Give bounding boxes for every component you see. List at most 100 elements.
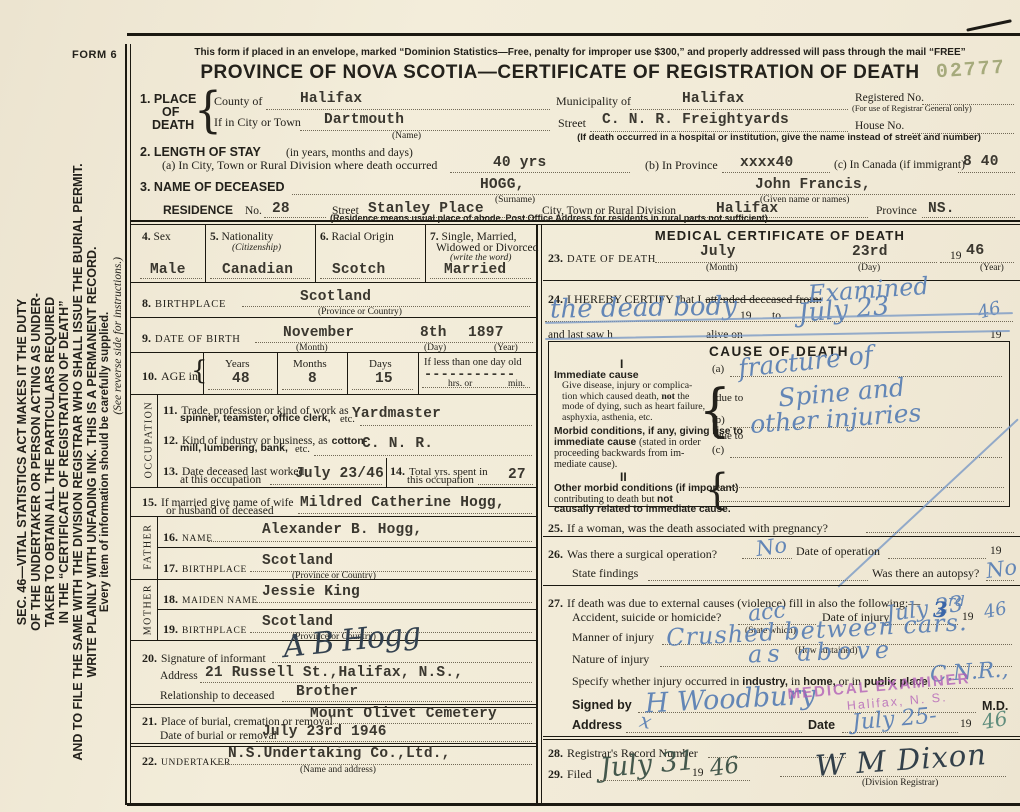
blue-strike	[545, 329, 1010, 340]
rule	[543, 280, 1020, 282]
sidebar-line: Every item of information should be care…	[99, 311, 111, 613]
dotted-line	[662, 643, 1012, 645]
marital-value: Married	[444, 262, 507, 278]
border-bottom	[127, 803, 1020, 806]
item1-label-place: PLACE	[153, 92, 197, 106]
dotted-line	[330, 722, 532, 724]
residence-no-label: No.	[245, 205, 262, 217]
item11-number: 11.	[163, 403, 178, 417]
dotted-line	[360, 424, 532, 426]
father-birthplace-note: (Province or Country)	[292, 571, 376, 581]
table-divider	[425, 225, 426, 282]
rule	[131, 282, 536, 284]
record-number-label: 28. Registrar's Record Number	[548, 744, 698, 762]
sign-year-handwriting: 46	[980, 705, 1010, 735]
birth-year-value: 1897	[468, 325, 504, 341]
filed-19: 19	[692, 767, 704, 779]
sidebar-line: AND TO FILE THE SAME WITH THE DIVISION R…	[71, 163, 85, 761]
filed-label: 29. Filed	[548, 765, 592, 783]
birthplace-label: 8. BIRTHPLACE	[142, 294, 226, 312]
examiner-address-label: Address	[572, 718, 623, 732]
month-note: (Month)	[296, 343, 328, 353]
item10-text: AGE in	[161, 369, 198, 383]
rule	[131, 516, 536, 518]
burial-place-value: Mount Olivet Cemetery	[310, 706, 497, 722]
dotted-line	[545, 320, 1013, 322]
pregnancy-label: 25. If a woman, was the death associated…	[548, 519, 828, 537]
dotted-line	[422, 386, 530, 388]
sidebar-line: WRITE PLAINLY WITH UNFADING INK. THIS IS…	[85, 246, 99, 678]
marital-label: 7. Single, Married,	[430, 231, 517, 244]
total-years-label: 14. Total yrs. spent in	[390, 462, 488, 480]
item26-text: Was there a surgical operation?	[567, 547, 718, 561]
age-divider	[347, 352, 348, 394]
sidebar-line: SEC. 46—VITAL STATISTICS ACT MAKES IT TH…	[15, 298, 29, 626]
dotted-line	[780, 775, 1006, 777]
item24-struck-text: attended deceased from:	[705, 292, 822, 306]
item3-number: 3.	[140, 180, 151, 194]
surgical-label: 26. Was there a surgical operation?	[548, 545, 717, 563]
dotted-line	[250, 570, 532, 572]
operation-19: 19	[990, 545, 1002, 557]
item18-number: 18.	[163, 592, 178, 606]
item15-number: 15.	[142, 495, 157, 509]
dotted-line	[450, 171, 630, 173]
stay-province-value: xxxx40	[740, 155, 794, 171]
morbid2b: (stated in order	[638, 437, 701, 448]
item9-text: DATE OF BIRTH	[155, 334, 241, 345]
spec6: public place	[864, 676, 928, 688]
injury-year-handwriting: 46	[981, 597, 1009, 624]
other-morbid-label2: contributing to death but not	[554, 494, 673, 505]
industry-etc: etc.	[295, 444, 310, 455]
item29-text: Filed	[567, 767, 592, 781]
father-group-label: FATHER	[142, 523, 154, 570]
dotted-line	[210, 277, 310, 279]
dotted-line	[242, 305, 530, 307]
informant-address-label: Address	[160, 670, 198, 682]
rule	[157, 609, 536, 610]
marital-note: (write the word)	[450, 253, 512, 263]
age-divider	[203, 352, 204, 394]
stay-city-value: 40 yrs	[493, 155, 547, 171]
age-dashes-value: -----------	[424, 368, 516, 383]
burial-place-label: 21. Place of burial, cremation or remova…	[142, 712, 333, 730]
year-note: (Year)	[494, 343, 518, 353]
item6-text: Racial Origin	[331, 231, 394, 243]
dotted-line	[730, 375, 1002, 377]
last-saw-label: and last saw h	[548, 329, 613, 341]
city-name-note: (Name)	[392, 131, 422, 141]
rule	[131, 704, 536, 705]
surname-value: HOGG,	[480, 177, 525, 193]
spec5: or in	[835, 674, 865, 688]
dotted-line	[958, 171, 1015, 173]
item3-label: 3. NAME OF DECEASED	[140, 180, 285, 194]
rule	[543, 736, 1020, 737]
mother-birthplace-label: 19. BIRTHPLACE	[163, 620, 247, 638]
column-divider-outer	[536, 224, 538, 803]
dotted-line	[738, 623, 816, 625]
table-divider	[315, 225, 316, 282]
spec3: in	[787, 674, 804, 688]
death-year-note: (Year)	[980, 263, 1004, 273]
item17-text: BIRTHPLACE	[182, 565, 248, 575]
certify-19b: 19	[990, 329, 1002, 341]
item23-number: 23.	[548, 251, 563, 265]
injury-rd-handwriting: rd	[948, 592, 965, 610]
last-worked-label: 13. Date deceased last worked	[163, 462, 304, 480]
signed-by-label: Signed by	[572, 698, 632, 712]
day-note: (Day)	[424, 343, 447, 353]
city-town-value: Dartmouth	[324, 112, 405, 128]
dotted-line	[256, 740, 532, 742]
spec1: Specify whether injury occurred in	[572, 674, 743, 688]
age-days-label: Days	[369, 358, 392, 370]
informant-label: 20. Signature of informant	[142, 649, 266, 667]
relationship-value: Brother	[296, 684, 359, 700]
municipality-value: Halifax	[682, 91, 745, 107]
item9-number: 9.	[142, 331, 151, 345]
item16-text: NAME	[182, 534, 213, 544]
serial-number-stamp: 02777	[935, 56, 1007, 85]
dotted-line	[264, 216, 326, 218]
nature-handwriting: as above	[747, 635, 895, 669]
residence-note: (Residence means usual place of abode. P…	[330, 213, 768, 223]
nationality-value: Canadian	[222, 262, 294, 278]
